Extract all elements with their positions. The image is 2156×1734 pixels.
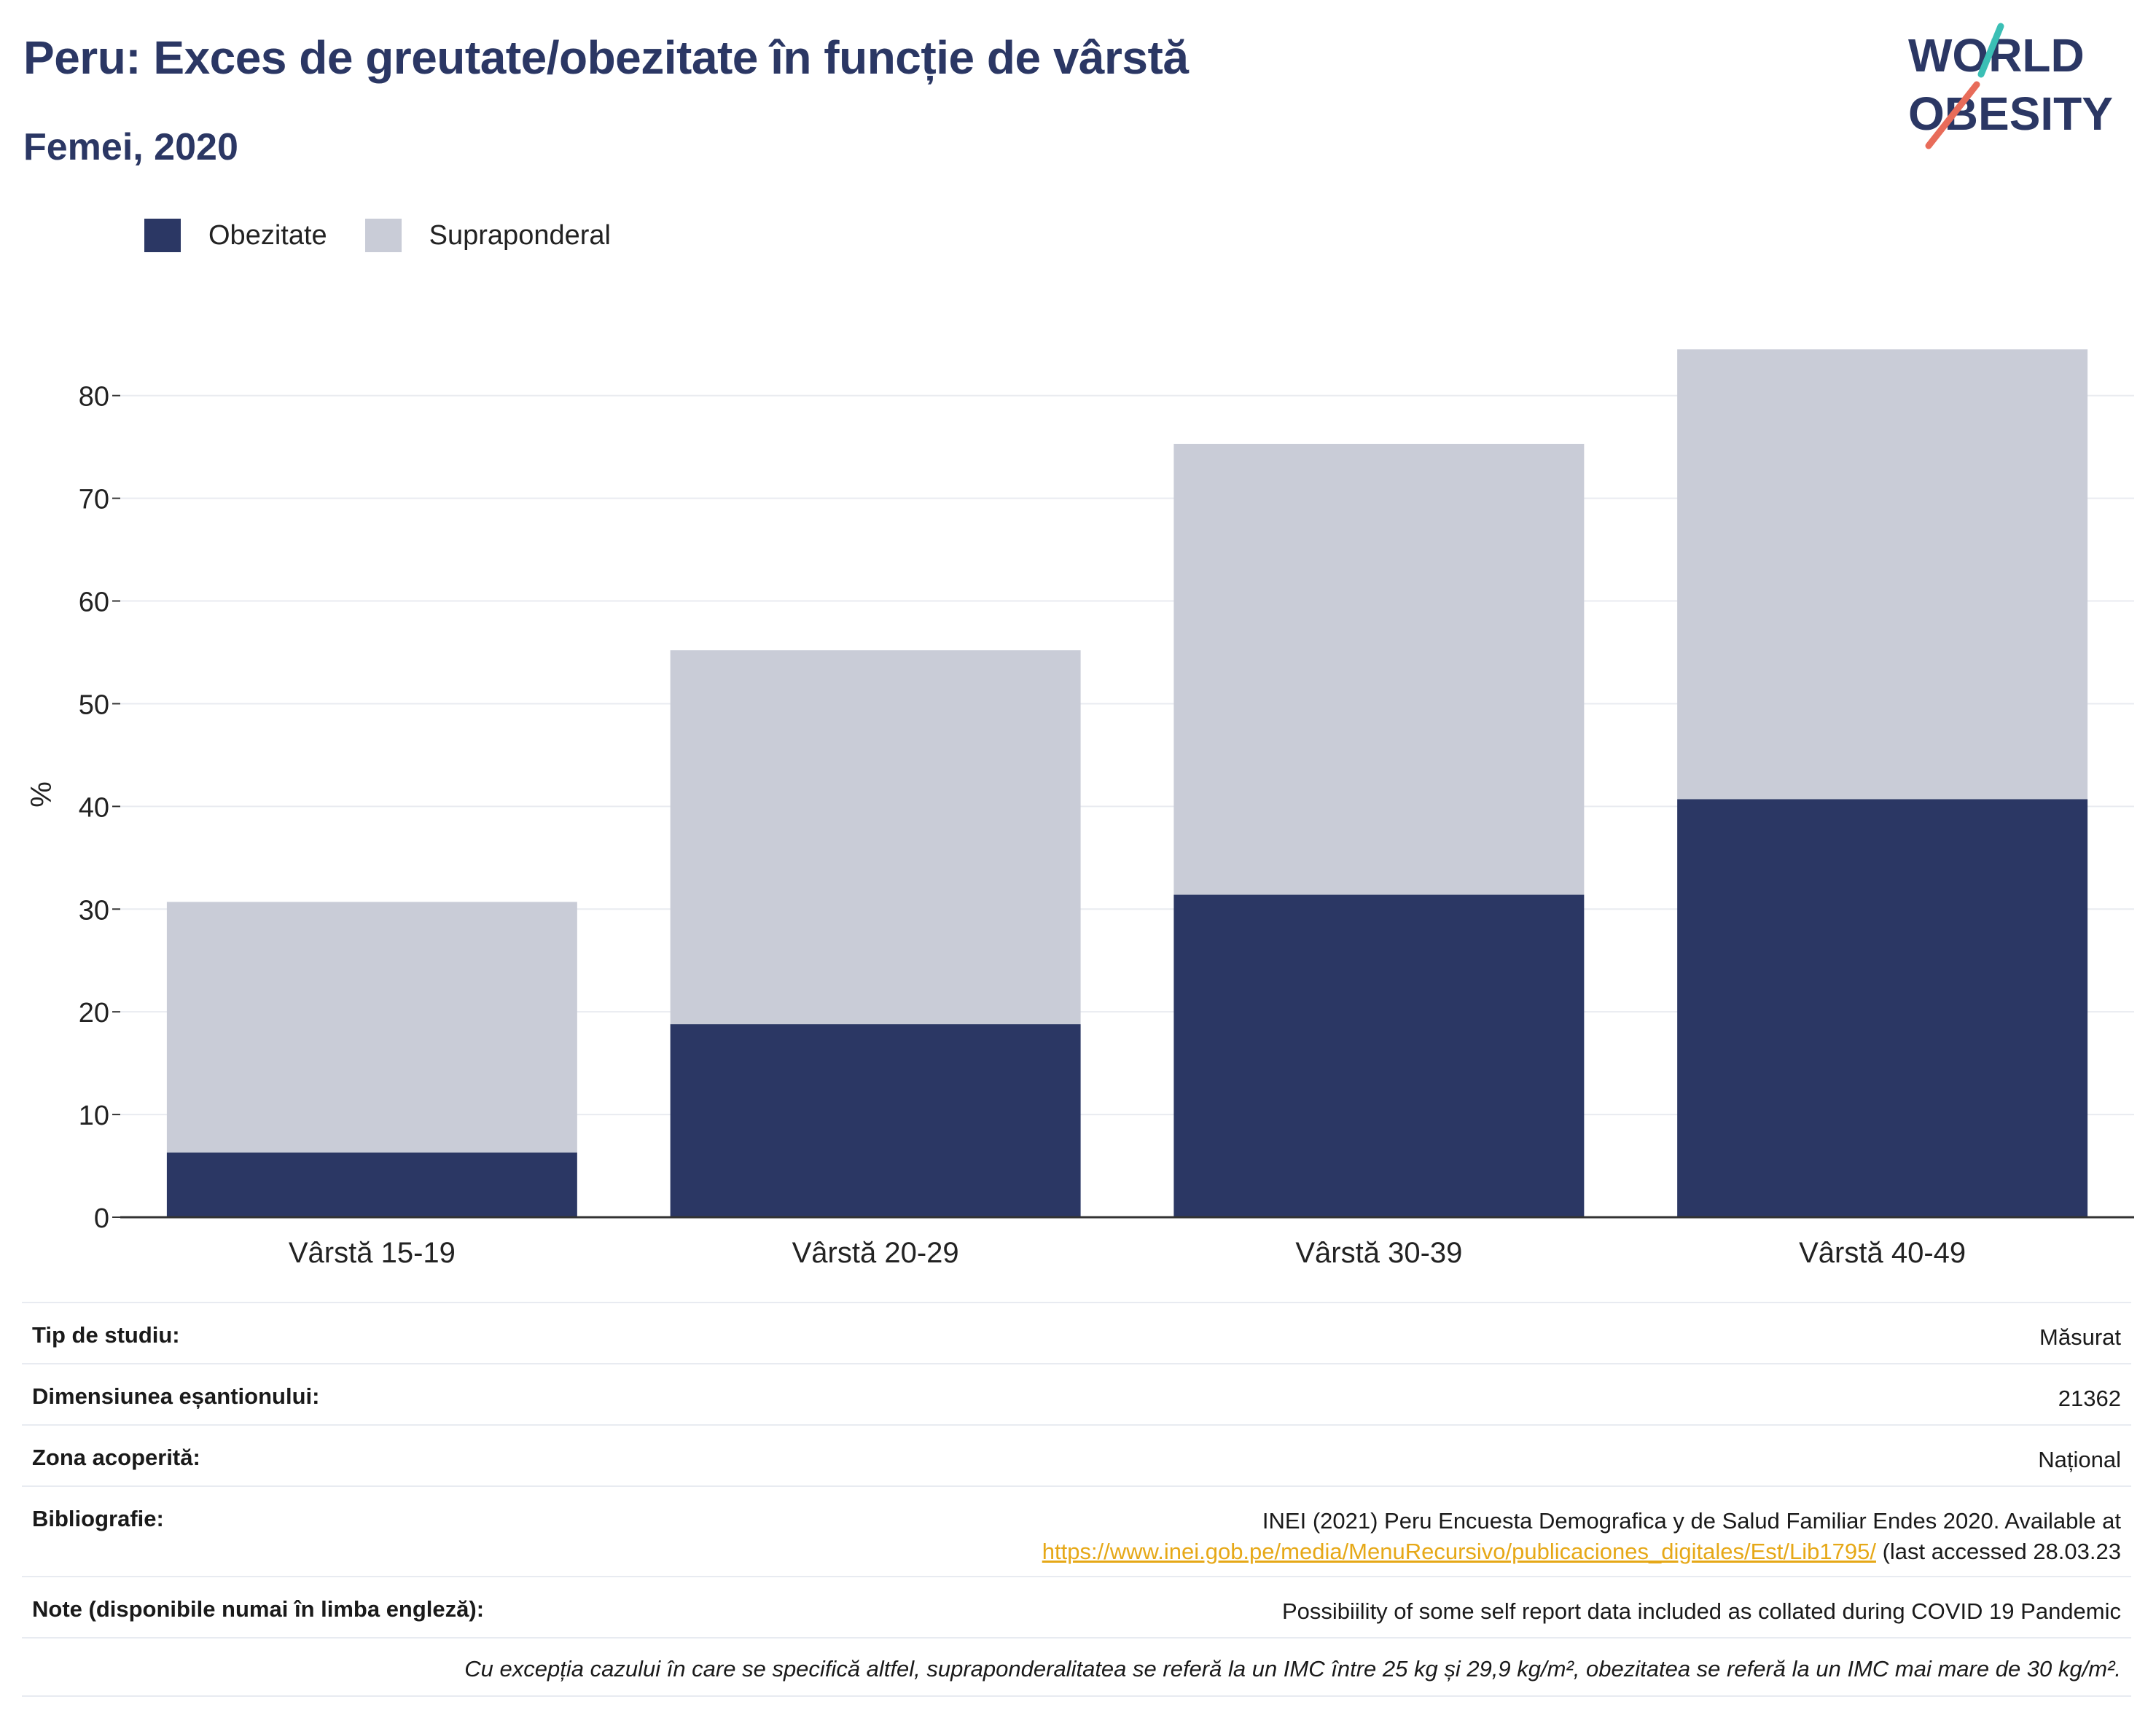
- y-tick-label-30: 30: [79, 895, 109, 926]
- legend-label-obezitate: Obezitate: [208, 219, 327, 251]
- legend: Obezitate Supraponderal: [144, 217, 649, 254]
- x-tick-label-1: Vârstă 15-19: [289, 1237, 456, 1269]
- info-row-sample-size: Dimensiunea eșantionului: 21362: [22, 1363, 2131, 1424]
- y-axis-label: %: [26, 781, 58, 808]
- info-row-bibliography: Bibliografie: INEI (2021) Peru Encuesta …: [22, 1485, 2131, 1576]
- x-tick-label-3: Vârstă 30-39: [1295, 1237, 1462, 1269]
- y-tick-label-50: 50: [79, 690, 109, 720]
- legend-swatch-supraponderal: [364, 219, 402, 252]
- info-table: Tip de studiu: Măsurat Dimensiunea eșant…: [22, 1302, 2131, 1697]
- bibliography-value: INEI (2021) Peru Encuesta Demografica y …: [1042, 1487, 2131, 1567]
- y-tick-label-10: 10: [79, 1101, 109, 1131]
- bar-obezitate-3: [1173, 894, 1585, 1217]
- bars: [166, 349, 2088, 1217]
- bibliography-line2: https://www.inei.gob.pe/media/MenuRecurs…: [1042, 1536, 2121, 1567]
- bar-supraponderal-3: [1173, 443, 1585, 895]
- legend-item-supraponderal: Supraponderal: [364, 219, 611, 252]
- bibliography-label: Bibliografie:: [32, 1506, 164, 1531]
- x-tick-label-4: Vârstă 40-49: [1799, 1237, 1966, 1269]
- logo-slash-coral: [1925, 81, 1980, 149]
- legend-swatch-obezitate: [144, 219, 181, 252]
- logo-slash-teal: [1977, 23, 2004, 78]
- study-type-value: Măsurat: [2039, 1324, 2121, 1350]
- study-type-label: Tip de studiu:: [32, 1322, 180, 1348]
- world-obesity-logo: WORLD OBESITY: [1908, 23, 2113, 149]
- notes-value: Possibiility of some self report data in…: [1281, 1598, 2121, 1624]
- x-axis: Vârstă 15-19 Vârstă 20-29 Vârstă 30-39 Vârs…: [120, 1216, 2134, 1269]
- coverage-label: Zona acoperită:: [32, 1445, 200, 1470]
- bibliography-link[interactable]: https://www.inei.gob.pe/media/MenuRecurs…: [1042, 1539, 1876, 1564]
- legend-item-obezitate: Obezitate: [144, 219, 327, 252]
- y-tick-label-70: 70: [79, 485, 109, 515]
- sample-size-label: Dimensiunea eșantionului:: [32, 1383, 320, 1409]
- page-title: Peru: Exces de greutate/obezitate în fun…: [23, 31, 1189, 84]
- bar-obezitate-1: [166, 1152, 577, 1217]
- info-row-notes: Note (disponibile numai în limba engleză…: [22, 1576, 2131, 1637]
- y-tick-label-60: 60: [79, 587, 109, 618]
- bar-supraponderal-4: [1677, 349, 2088, 800]
- bibliography-suffix: (last accessed 28.03.23: [1875, 1539, 2121, 1564]
- bar-supraponderal-2: [670, 650, 1081, 1025]
- stacked-bar-chart: 0 10 20 30 40 50 60 70 80 Vârstă 15-19 Vârstă 20-…: [26, 349, 2134, 1269]
- y-tick-label-80: 80: [79, 382, 109, 413]
- y-tick-label-20: 20: [79, 998, 109, 1028]
- bar-supraponderal-1: [166, 902, 577, 1153]
- y-axis: 0 10 20 30 40 50 60 70 80: [79, 382, 120, 1234]
- bibliography-line1: INEI (2021) Peru Encuesta Demografica y …: [1262, 1508, 2121, 1534]
- sample-size-value: 21362: [2058, 1386, 2121, 1411]
- notes-label: Note (disponibile numai în limba engleză…: [32, 1596, 485, 1622]
- x-tick-label-2: Vârstă 20-29: [792, 1237, 959, 1269]
- legend-label-supraponderal: Supraponderal: [429, 219, 611, 251]
- y-tick-label-40: 40: [79, 792, 109, 823]
- bar-obezitate-2: [670, 1024, 1081, 1217]
- page-subtitle: Femei, 2020: [23, 126, 238, 168]
- coverage-value: Național: [2038, 1447, 2121, 1472]
- info-row-study-type: Tip de studiu: Măsurat: [22, 1302, 2131, 1363]
- y-tick-label-0: 0: [94, 1203, 109, 1234]
- info-row-coverage: Zona acoperită: Național: [22, 1424, 2131, 1485]
- bar-obezitate-4: [1677, 799, 2088, 1217]
- footnote: Cu excepția cazului în care se specifică…: [22, 1637, 2131, 1697]
